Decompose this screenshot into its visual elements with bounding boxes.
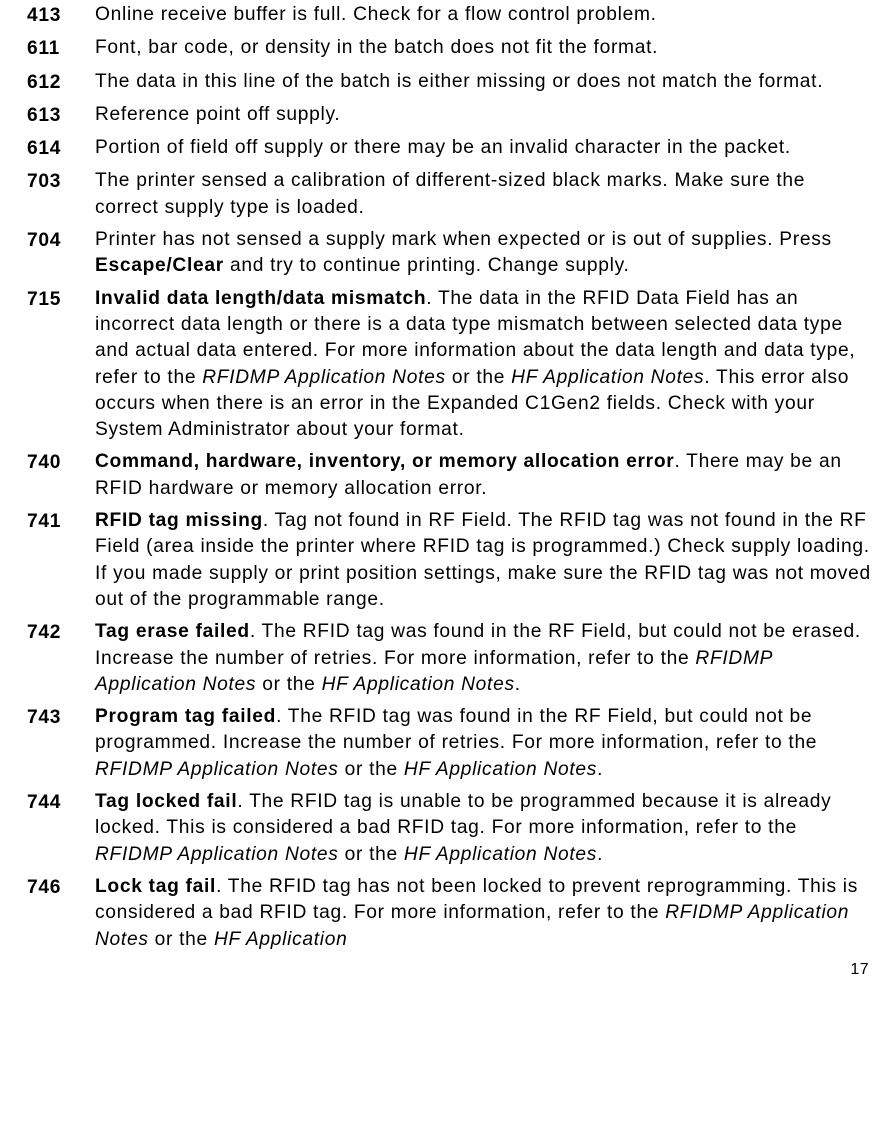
error-entry: 614Portion of field off supply or there … (27, 135, 871, 162)
error-entry: 746Lock tag fail. The RFID tag has not b… (27, 874, 871, 953)
italic-text: HF Application Notes (322, 674, 515, 695)
error-code: 614 (27, 135, 95, 162)
bold-text: Tag erase failed (95, 621, 250, 642)
page-number: 17 (27, 959, 871, 981)
italic-text: RFIDMP Application Notes (95, 759, 339, 780)
bold-text: Command, hardware, inventory, or memory … (95, 451, 674, 472)
error-code: 611 (27, 35, 95, 62)
error-code: 612 (27, 69, 95, 96)
error-code: 743 (27, 704, 95, 731)
error-description: Tag locked fail. The RFID tag is unable … (95, 789, 871, 868)
error-code-list: 413Online receive buffer is full. Check … (27, 2, 871, 953)
error-description: Lock tag fail. The RFID tag has not been… (95, 874, 871, 953)
page: 413Online receive buffer is full. Check … (0, 0, 887, 995)
error-code: 740 (27, 449, 95, 476)
error-entry: 741RFID tag missing. Tag not found in RF… (27, 508, 871, 613)
error-description: Tag erase failed. The RFID tag was found… (95, 619, 871, 698)
bold-text: RFID tag missing (95, 510, 263, 531)
bold-text: Invalid data length/data mismatch (95, 288, 426, 309)
error-code: 742 (27, 619, 95, 646)
error-entry: 613Reference point off supply. (27, 102, 871, 129)
bold-text: Escape/Clear (95, 255, 224, 276)
error-entry: 742Tag erase failed. The RFID tag was fo… (27, 619, 871, 698)
error-description: The data in this line of the batch is ei… (95, 69, 871, 95)
error-code: 413 (27, 2, 95, 29)
error-code: 746 (27, 874, 95, 901)
bold-text: Tag locked fail (95, 791, 237, 812)
italic-text: HF Application Notes (511, 367, 704, 388)
error-description: Command, hardware, inventory, or memory … (95, 449, 871, 502)
bold-text: Program tag failed (95, 706, 276, 727)
error-entry: 612The data in this line of the batch is… (27, 69, 871, 96)
error-description: Invalid data length/data mismatch. The d… (95, 286, 871, 444)
italic-text: RFIDMP Application Notes (202, 367, 446, 388)
error-description: Font, bar code, or density in the batch … (95, 35, 871, 61)
error-entry: 715Invalid data length/data mismatch. Th… (27, 286, 871, 444)
error-entry: 703The printer sensed a calibration of d… (27, 168, 871, 221)
error-description: Program tag failed. The RFID tag was fou… (95, 704, 871, 783)
italic-text: HF Application (214, 929, 348, 950)
error-code: 703 (27, 168, 95, 195)
error-entry: 704Printer has not sensed a supply mark … (27, 227, 871, 280)
error-description: Online receive buffer is full. Check for… (95, 2, 871, 28)
error-description: Reference point off supply. (95, 102, 871, 128)
error-description: RFID tag missing. Tag not found in RF Fi… (95, 508, 871, 613)
error-code: 613 (27, 102, 95, 129)
error-description: The printer sensed a calibration of diff… (95, 168, 871, 221)
italic-text: RFIDMP Application Notes (95, 902, 849, 949)
italic-text: RFIDMP Application Notes (95, 844, 339, 865)
error-description: Printer has not sensed a supply mark whe… (95, 227, 871, 280)
error-description: Portion of field off supply or there may… (95, 135, 871, 161)
error-entry: 740Command, hardware, inventory, or memo… (27, 449, 871, 502)
error-entry: 611Font, bar code, or density in the bat… (27, 35, 871, 62)
error-entry: 413Online receive buffer is full. Check … (27, 2, 871, 29)
error-code: 704 (27, 227, 95, 254)
error-code: 744 (27, 789, 95, 816)
error-entry: 744Tag locked fail. The RFID tag is unab… (27, 789, 871, 868)
italic-text: HF Application Notes (404, 844, 597, 865)
bold-text: Lock tag fail (95, 876, 216, 897)
italic-text: HF Application Notes (404, 759, 597, 780)
error-code: 715 (27, 286, 95, 313)
error-entry: 743Program tag failed. The RFID tag was … (27, 704, 871, 783)
error-code: 741 (27, 508, 95, 535)
